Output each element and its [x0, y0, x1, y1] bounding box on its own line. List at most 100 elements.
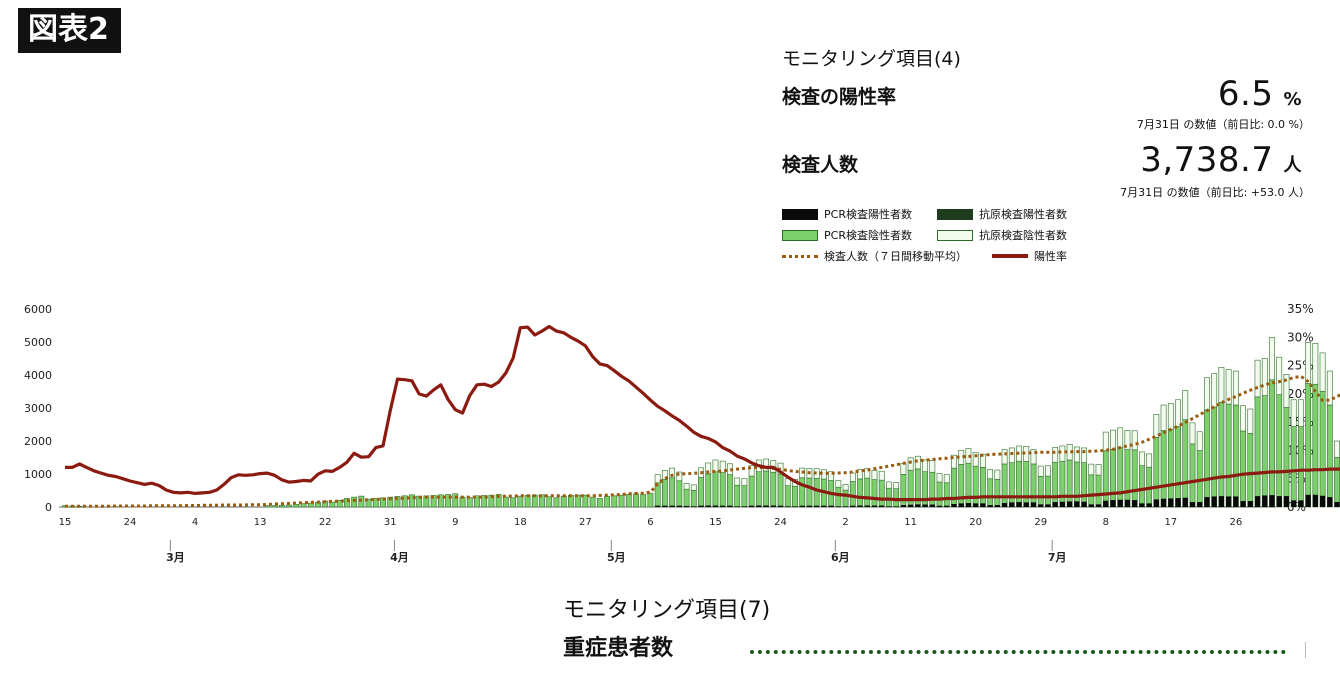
- pcr-positive-bar: [1312, 494, 1318, 507]
- antigen-negative-bar: [1160, 404, 1167, 431]
- antigen-negative-bar: [1319, 352, 1326, 392]
- test-bar: [271, 505, 278, 508]
- antigen-negative-bar: [994, 469, 1001, 480]
- test-bar: [539, 494, 545, 508]
- monitoring-title: モニタリング項目(4): [782, 48, 961, 70]
- test-bar: [604, 496, 610, 508]
- pcr-positive-bar: [691, 506, 697, 507]
- pcr-negative-bar: [1008, 462, 1015, 508]
- pcr-positive-bar: [763, 505, 769, 507]
- pcr-positive-bar: [669, 505, 675, 507]
- pcr-positive-bar: [1124, 499, 1131, 507]
- test-bar: [278, 505, 285, 508]
- pcr-negative-bar: [958, 464, 965, 508]
- pcr-positive-bar: [850, 505, 856, 507]
- pcr-negative-bar: [698, 477, 704, 508]
- pcr-negative-bar: [1254, 396, 1261, 508]
- positivity-tests-chart: 01000200030004000500060000%5%10%15%20%25…: [24, 302, 1340, 564]
- antigen-negative-bar: [1196, 431, 1203, 451]
- x-axis-day-label: 22: [319, 517, 332, 528]
- pcr-positive-bar: [1298, 500, 1304, 507]
- positivity-label: 検査の陽性率: [782, 86, 897, 108]
- pcr-negative-bar: [914, 468, 921, 508]
- test-bar: [589, 496, 596, 508]
- right-axis-tick-label: 35%: [1287, 302, 1314, 316]
- antigen-negative-bar: [1030, 449, 1037, 465]
- pcr-negative-bar: [1211, 406, 1218, 508]
- tests-unit: 人: [1283, 155, 1302, 176]
- pcr-negative-bar: [1247, 433, 1254, 508]
- pcr-positive-bar: [749, 505, 755, 507]
- antigen-negative-bar: [1102, 431, 1109, 452]
- pcr-positive-bar: [720, 505, 726, 507]
- pcr-positive-bar: [1110, 500, 1116, 507]
- pcr-negative-bar: [1088, 474, 1095, 508]
- antigen-negative-bar: [929, 460, 936, 473]
- pcr-positive-bar: [1139, 503, 1145, 507]
- pcr-positive-bar: [1081, 501, 1087, 507]
- pcr-negative-bar: [1269, 379, 1275, 508]
- antigen-negative-bar: [1139, 451, 1145, 466]
- pcr-negative-bar: [1052, 461, 1059, 508]
- pcr-negative-bar: [705, 473, 712, 508]
- test-bar: [466, 497, 473, 508]
- pcr-negative-bar: [669, 477, 676, 508]
- left-axis-tick-label: 1000: [24, 468, 52, 481]
- test-bar: [502, 496, 509, 508]
- x-axis-day-label: 4: [192, 517, 198, 528]
- pcr-negative-bar: [1240, 430, 1246, 508]
- severe-patients-axis-tick: [1305, 642, 1306, 658]
- pcr-positive-bar: [734, 506, 740, 507]
- antigen-negative-bar: [676, 471, 683, 482]
- pcr-positive-bar: [1305, 494, 1311, 507]
- pcr-positive-bar: [922, 504, 928, 507]
- pcr-negative-bar: [994, 478, 1001, 508]
- right-axis-tick-label: 30%: [1287, 330, 1314, 344]
- pcr-positive-bar: [915, 504, 921, 507]
- positivity-number: 6.5: [1217, 74, 1274, 114]
- pcr-positive-bar: [980, 503, 986, 507]
- pcr-positive-bar: [1103, 500, 1109, 507]
- antigen-negative-bar: [741, 478, 748, 487]
- pcr-positive-bar: [705, 505, 711, 507]
- pcr-negative-bar: [1153, 437, 1160, 508]
- x-axis-day-label: 15: [59, 517, 72, 528]
- antigen-negative-bar: [936, 473, 943, 483]
- pcr-negative-bar: [1290, 426, 1297, 508]
- pcr-negative-bar: [1189, 443, 1196, 508]
- antigen-negative-bar: [1001, 449, 1008, 465]
- pcr-negative-bar: [799, 477, 806, 508]
- antigen-negative-bar: [987, 469, 994, 480]
- pcr-positive-bar: [1189, 502, 1196, 507]
- x-axis-day-label: 9: [452, 517, 458, 528]
- antigen-negative-bar: [1269, 337, 1275, 381]
- legend-label: PCR検査陰性者数: [824, 229, 912, 242]
- test-bar: [546, 496, 553, 508]
- pcr-positive-bar: [1038, 504, 1044, 507]
- antigen-negative-bar: [1312, 343, 1319, 385]
- antigen-negative-bar: [1298, 399, 1304, 427]
- antigen-negative-bar: [1081, 447, 1087, 463]
- pcr-negative-bar: [951, 467, 957, 508]
- antigen-negative-bar: [719, 460, 726, 473]
- pcr-positive-bar: [1276, 496, 1282, 507]
- antigen-negative-bar: [1037, 465, 1044, 477]
- pcr-negative-bar: [727, 474, 733, 508]
- pcr-positive-bar: [929, 504, 935, 507]
- pcr-positive-bar: [655, 505, 661, 507]
- pcr-negative-bar: [1001, 463, 1008, 508]
- pcr-positive-bar: [1175, 498, 1181, 507]
- pcr-positive-bar: [958, 503, 964, 507]
- antigen-negative-bar: [1240, 405, 1246, 432]
- legend-swatch: [992, 254, 1028, 258]
- pcr-positive-bar: [835, 506, 841, 507]
- x-axis-day-label: 6: [647, 517, 653, 528]
- pcr-negative-bar: [1045, 475, 1051, 508]
- pcr-negative-bar: [849, 481, 856, 508]
- test-bar: [430, 495, 437, 508]
- pcr-negative-bar: [676, 480, 683, 508]
- x-axis-day-label: 20: [969, 517, 982, 528]
- pcr-positive-bar: [814, 505, 820, 507]
- pcr-negative-bar: [871, 479, 878, 508]
- antigen-negative-bar: [1218, 367, 1225, 403]
